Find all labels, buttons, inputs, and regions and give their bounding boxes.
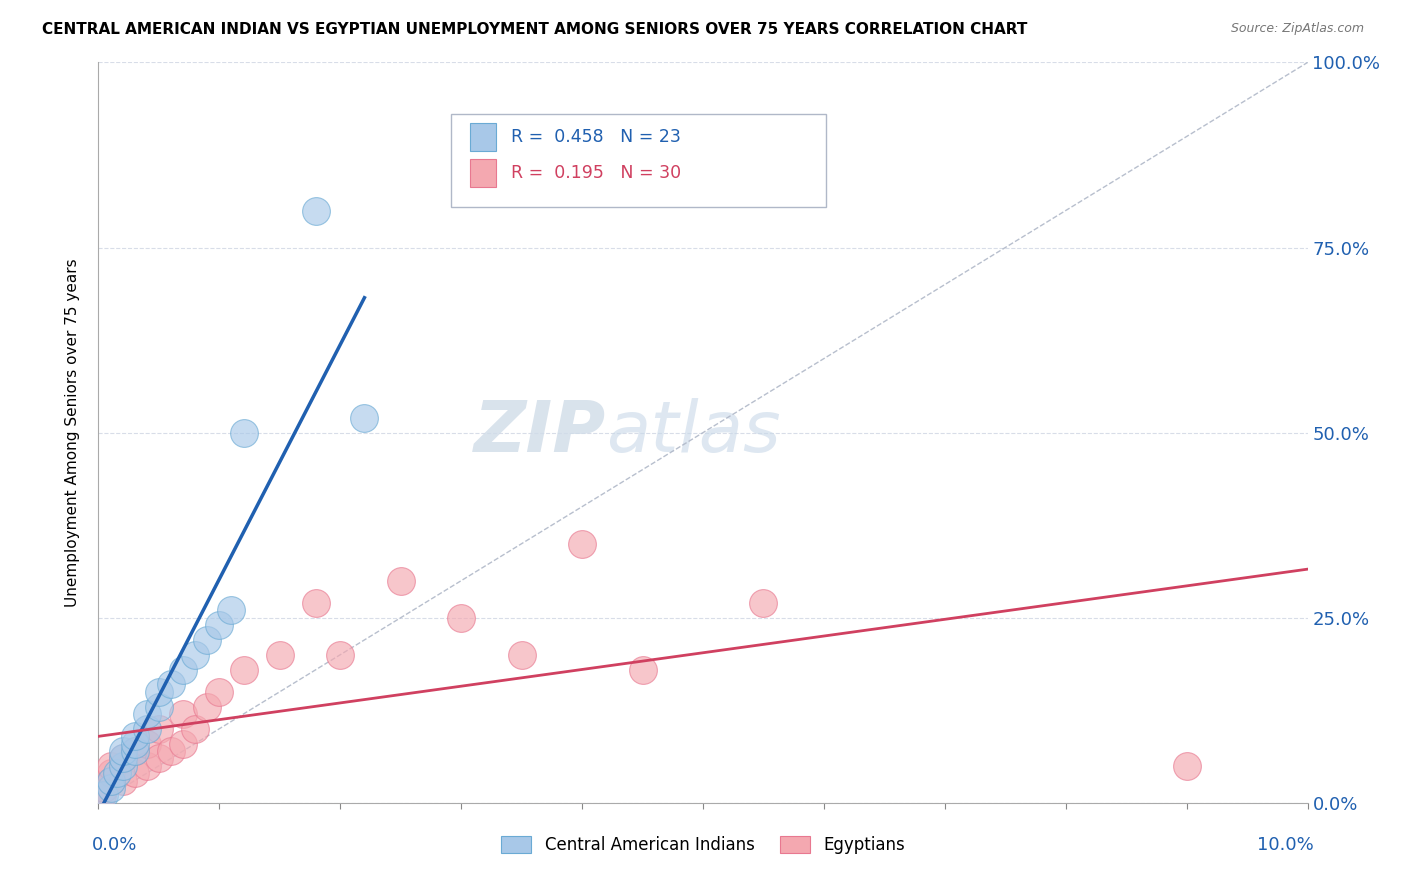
Point — [160, 677, 183, 691]
Point — [172, 706, 194, 721]
Text: R =  0.195   N = 30: R = 0.195 N = 30 — [510, 164, 681, 182]
Point — [93, 789, 115, 803]
Point — [195, 632, 218, 647]
Point — [111, 744, 134, 758]
Point — [232, 663, 254, 677]
Point — [510, 648, 533, 662]
Point — [124, 729, 146, 743]
Text: CENTRAL AMERICAN INDIAN VS EGYPTIAN UNEMPLOYMENT AMONG SENIORS OVER 75 YEARS COR: CENTRAL AMERICAN INDIAN VS EGYPTIAN UNEM… — [42, 22, 1028, 37]
Point — [752, 596, 775, 610]
Point — [571, 536, 593, 550]
Point — [135, 722, 157, 736]
Point — [135, 758, 157, 772]
Point — [353, 410, 375, 425]
Point — [221, 603, 243, 617]
Point — [124, 737, 146, 751]
Text: ZIP: ZIP — [474, 398, 606, 467]
Text: atlas: atlas — [606, 398, 780, 467]
Point — [100, 773, 122, 788]
Point — [148, 685, 170, 699]
Point — [111, 758, 134, 772]
Point — [111, 751, 134, 765]
Bar — [470, 123, 496, 152]
Text: 10.0%: 10.0% — [1257, 836, 1313, 855]
Point — [100, 773, 122, 788]
Point — [111, 751, 134, 765]
Bar — [470, 159, 496, 186]
Legend: Central American Indians, Egyptians: Central American Indians, Egyptians — [495, 830, 911, 861]
Point — [208, 618, 231, 632]
Point — [91, 789, 114, 803]
Point — [100, 780, 122, 795]
Point — [305, 596, 328, 610]
Point — [93, 780, 115, 795]
Point — [148, 722, 170, 736]
Point — [135, 706, 157, 721]
Text: 0.0%: 0.0% — [93, 836, 138, 855]
Point — [172, 737, 194, 751]
Point — [269, 648, 291, 662]
Point — [124, 744, 146, 758]
Point — [389, 574, 412, 588]
Point — [1175, 758, 1198, 772]
Text: Source: ZipAtlas.com: Source: ZipAtlas.com — [1230, 22, 1364, 36]
Point — [100, 766, 122, 780]
Text: R =  0.458   N = 23: R = 0.458 N = 23 — [510, 128, 681, 146]
Point — [135, 737, 157, 751]
Point — [105, 766, 128, 780]
Point — [124, 766, 146, 780]
FancyBboxPatch shape — [451, 114, 827, 207]
Point — [232, 425, 254, 440]
Point — [305, 203, 328, 218]
Point — [100, 758, 122, 772]
Point — [184, 648, 207, 662]
Point — [148, 751, 170, 765]
Point — [160, 744, 183, 758]
Point — [329, 648, 352, 662]
Y-axis label: Unemployment Among Seniors over 75 years: Unemployment Among Seniors over 75 years — [65, 259, 80, 607]
Point — [450, 610, 472, 624]
Point — [184, 722, 207, 736]
Point — [195, 699, 218, 714]
Point — [124, 744, 146, 758]
Point — [148, 699, 170, 714]
Point — [172, 663, 194, 677]
Point — [111, 773, 134, 788]
Point — [208, 685, 231, 699]
Point — [631, 663, 654, 677]
